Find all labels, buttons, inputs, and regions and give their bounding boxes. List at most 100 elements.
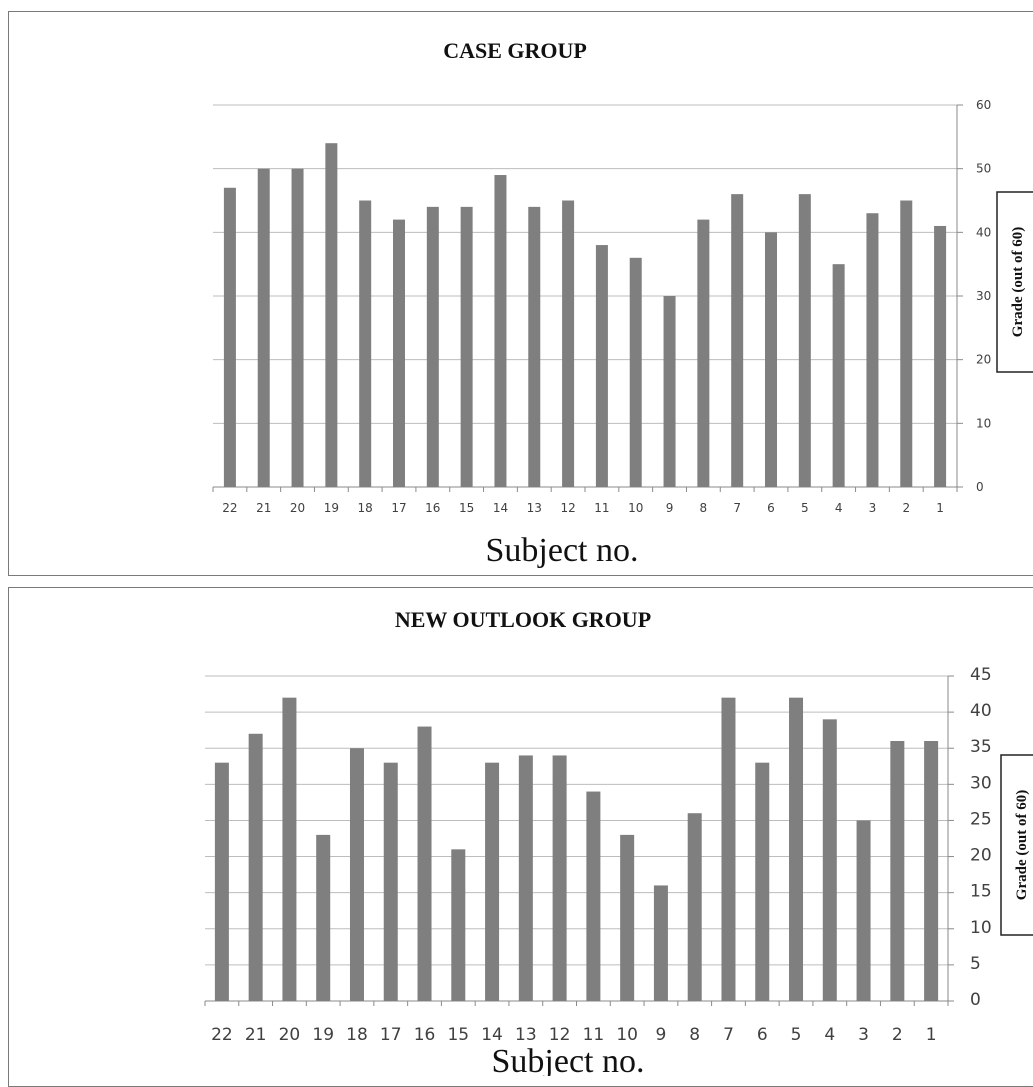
x-tick-label: 20: [279, 1025, 301, 1045]
bar: [257, 168, 270, 487]
y-tick-label: 35: [970, 737, 992, 757]
x-tick-label: 4: [824, 1025, 835, 1045]
bar: [900, 200, 913, 487]
x-tick-label: 8: [700, 501, 708, 515]
bars: [223, 143, 947, 488]
chart-title: CASE GROUP: [443, 38, 587, 63]
bar: [494, 175, 507, 488]
y-tick-label: 45: [970, 665, 992, 685]
bar: [383, 762, 398, 1001]
y-tick-label: 5: [970, 954, 981, 974]
x-tick-label: 11: [594, 501, 609, 515]
bar: [359, 200, 372, 487]
x-tick-label: 3: [869, 501, 877, 515]
x-tick-label: 21: [245, 1025, 267, 1045]
y-tick-label: 40: [976, 225, 991, 239]
x-tick-label: 16: [414, 1025, 436, 1045]
x-tick-label: 5: [801, 501, 809, 515]
bar: [552, 755, 567, 1001]
y-tick-label: 10: [970, 918, 992, 938]
bar: [653, 885, 668, 1001]
x-tick-label: 7: [733, 501, 741, 515]
bar: [755, 762, 770, 1001]
bar: [316, 834, 331, 1001]
bar: [248, 733, 263, 1001]
bar: [485, 762, 500, 1001]
x-tick-label: 19: [324, 501, 339, 515]
bar: [789, 697, 804, 1001]
y-tick-label: 40: [970, 701, 992, 721]
x-tick-label: 17: [391, 501, 406, 515]
bar: [866, 213, 879, 487]
x-tick-label: 13: [527, 501, 542, 515]
bar: [586, 791, 601, 1001]
x-tick-labels: 22 21 20 19 18 17 16 15 14 13 12 11 10 9 8 7 6 5 4 3 2 1: [211, 1025, 936, 1045]
bar: [731, 194, 744, 487]
bar: [282, 697, 297, 1001]
x-tick-label: 9: [656, 1025, 667, 1045]
x-tick-label: 11: [583, 1025, 605, 1045]
bar: [765, 232, 777, 487]
y-tick-label: 30: [976, 289, 991, 303]
x-tick-label: 18: [358, 501, 373, 515]
bar: [663, 296, 676, 487]
x-tick-label: 19: [312, 1025, 334, 1045]
bar: [934, 225, 947, 487]
x-tick-label: 21: [256, 501, 271, 515]
bar: [595, 245, 608, 487]
bar: [721, 697, 736, 1001]
y-tick-label: 50: [976, 162, 991, 176]
x-tick-labels: 22 21 20 19 18 17 16 15 14 13 12 11 10 9 8 7 6 5 4 3 2 1: [222, 501, 944, 515]
bar: [451, 849, 466, 1001]
bar: [518, 755, 533, 1001]
x-tick-label: 12: [549, 1025, 571, 1045]
y-axis-label: Grade (out of 60): [1010, 227, 1026, 337]
bar: [460, 206, 473, 487]
x-tick-label: 12: [560, 501, 575, 515]
bar: [687, 813, 702, 1001]
y-tick-label: 20: [976, 353, 991, 367]
y-axis-label: Grade (out of 60): [1014, 790, 1030, 900]
y-tick-label: 30: [970, 773, 992, 793]
bar: [890, 741, 905, 1001]
bar: [562, 200, 575, 487]
x-tick-label: 15: [459, 501, 474, 515]
y-tick-label: 20: [970, 846, 992, 866]
x-tick-label: 14: [481, 1025, 503, 1045]
y-tick-labels: 0 5 10 15 20 25 30 35 40 45: [970, 665, 992, 1010]
x-tick-label: 2: [902, 501, 910, 515]
x-tick-label: 15: [447, 1025, 469, 1045]
x-tick-label: 13: [515, 1025, 537, 1045]
x-axis-label: Subject no.: [486, 532, 639, 569]
bar: [856, 820, 871, 1001]
y-tick-label: 0: [976, 480, 984, 494]
y-tick-label: 25: [970, 809, 992, 829]
x-tick-label: 10: [616, 1025, 638, 1045]
y-tick-label: 10: [976, 416, 991, 430]
x-tick-label: 3: [858, 1025, 869, 1045]
bar: [629, 257, 642, 487]
x-tick-label: 20: [290, 501, 305, 515]
bar: [822, 719, 837, 1001]
bar: [417, 726, 432, 1001]
x-tick-label: 10: [628, 501, 643, 515]
x-axis-label: Subject no.: [492, 1043, 645, 1076]
y-tick-label: 60: [976, 98, 991, 112]
bar: [832, 264, 845, 487]
bar: [291, 168, 304, 487]
x-tick-label: 6: [757, 1025, 768, 1045]
x-tick-label: 17: [380, 1025, 402, 1045]
x-tick-label: 6: [767, 501, 775, 515]
x-tick-label: 4: [835, 501, 843, 515]
bar: [528, 206, 541, 487]
x-tick-label: 1: [926, 1025, 937, 1045]
bar: [214, 762, 229, 1001]
x-tick-label: 7: [723, 1025, 734, 1045]
x-tick-label: 16: [425, 501, 440, 515]
x-tick-label: 18: [346, 1025, 368, 1045]
bar: [325, 143, 338, 487]
x-tick-label: 8: [689, 1025, 700, 1045]
chart-title: NEW OUTLOOK GROUP: [395, 607, 651, 632]
bar: [393, 219, 405, 487]
y-axis-label-box: Grade (out of 60): [996, 191, 1033, 373]
